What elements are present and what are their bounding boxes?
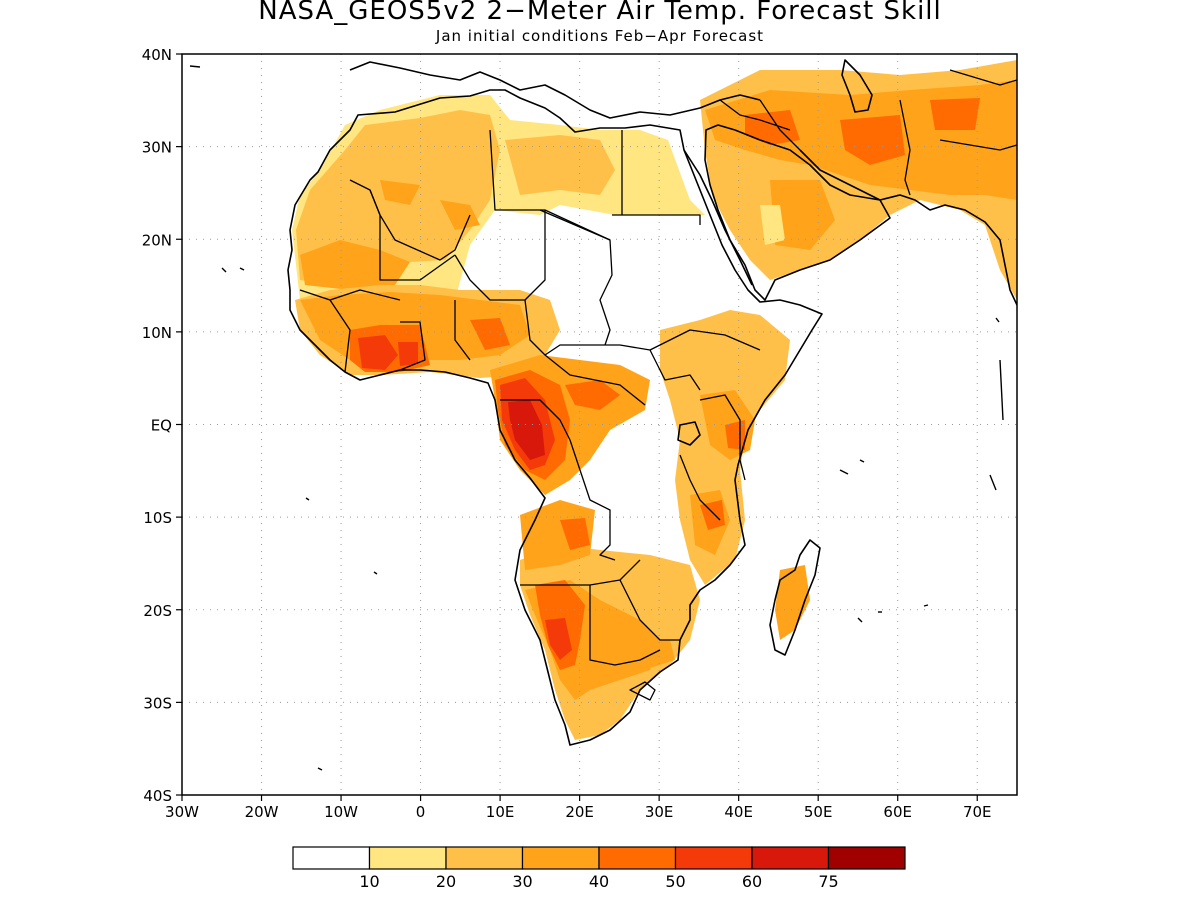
skill-region-mauritania-orange <box>300 240 410 290</box>
y-tick-label: 10N <box>142 324 172 342</box>
colorbar-label: 50 <box>665 872 685 891</box>
map-subtitle: Jan initial conditions Feb−Apr Forecast <box>435 27 765 45</box>
skill-region-angola-orange <box>520 500 595 570</box>
skill-region-car-dark <box>565 380 620 410</box>
skill-region-afghan-dark <box>930 98 980 130</box>
caspian-outline <box>841 59 873 113</box>
colorbar-label: 40 <box>589 872 609 891</box>
x-tick-label: 10W <box>324 803 358 821</box>
skill-region-nigeria-dark <box>470 318 510 350</box>
skill-region-arabia-orange <box>770 180 835 250</box>
y-tick-label: 30S <box>143 694 172 712</box>
africa-coastline <box>287 89 823 746</box>
skill-region-iran-dark <box>840 115 905 165</box>
colorbar-swatch <box>368 846 447 870</box>
red-sea-coast <box>683 149 753 286</box>
colorbar-swatch <box>521 846 600 870</box>
colorbar: 10 20 30 40 50 60 75 <box>292 846 906 891</box>
x-tick-label: 20W <box>245 803 279 821</box>
land-outlines <box>189 59 1017 771</box>
y-tick-label: 20S <box>143 602 172 620</box>
skill-region-arabia-pale <box>760 205 785 245</box>
y-tick-label: 40N <box>142 46 172 64</box>
axis-labels: 30W 20W 10W 0 10E 20E 30E 40E 50E 60E 70E 40N 30N 20N… <box>142 46 992 821</box>
skill-region-tanzania-dark <box>700 500 725 530</box>
skill-region-south-spot <box>640 640 675 668</box>
colorbar-label: 20 <box>436 872 456 891</box>
colorbar-swatch <box>292 846 371 870</box>
x-tick-label: 30W <box>165 803 199 821</box>
country-borders <box>299 69 1017 701</box>
lake-victoria <box>677 421 701 446</box>
colorbar-label: 60 <box>742 872 762 891</box>
x-tick-label: 30E <box>645 803 674 821</box>
y-tick-label: 40S <box>143 787 172 805</box>
colorbar-swatch <box>827 846 906 870</box>
x-tick-label: 70E <box>963 803 992 821</box>
colorbar-swatch <box>751 846 830 870</box>
madagascar-outline <box>769 539 821 656</box>
y-tick-label: EQ <box>151 417 172 435</box>
y-tick-label: 10S <box>143 509 172 527</box>
x-tick-label: 50E <box>804 803 833 821</box>
map-title: NASA_GEOS5v2 2−Meter Air Temp. Forecast … <box>258 0 942 26</box>
x-tick-label: 40E <box>724 803 753 821</box>
gulf-coast <box>799 149 1017 306</box>
y-tick-label: 20N <box>142 231 172 249</box>
islands <box>189 65 1004 771</box>
colorbar-swatch <box>445 846 524 870</box>
y-tick-label: 30N <box>142 139 172 157</box>
skill-region-ivory-coast-red <box>358 335 398 370</box>
europe-coastline <box>349 61 761 119</box>
x-tick-label: 0 <box>416 803 426 821</box>
skill-region-madagascar-orange <box>775 565 810 640</box>
x-tick-label: 20E <box>565 803 594 821</box>
skill-region-namibia-red <box>545 618 572 660</box>
skill-region-libya-mid <box>505 135 615 195</box>
skill-shading-layer <box>292 60 1017 740</box>
x-tick-label: 10E <box>486 803 515 821</box>
colorbar-label: 30 <box>512 872 532 891</box>
skill-region-congo-core <box>508 400 545 460</box>
colorbar-swatch <box>598 846 677 870</box>
skill-region-algeria-spot <box>440 200 480 230</box>
colorbar-swatch <box>674 846 753 870</box>
colorbar-label: 75 <box>818 872 838 891</box>
skill-region-sahara-spot <box>380 180 420 205</box>
skill-region-angola-dark <box>560 518 590 550</box>
colorbar-label: 10 <box>359 872 379 891</box>
arabia-coastline <box>704 124 891 301</box>
skill-region-ghana-red <box>398 342 418 366</box>
x-tick-label: 60E <box>883 803 912 821</box>
